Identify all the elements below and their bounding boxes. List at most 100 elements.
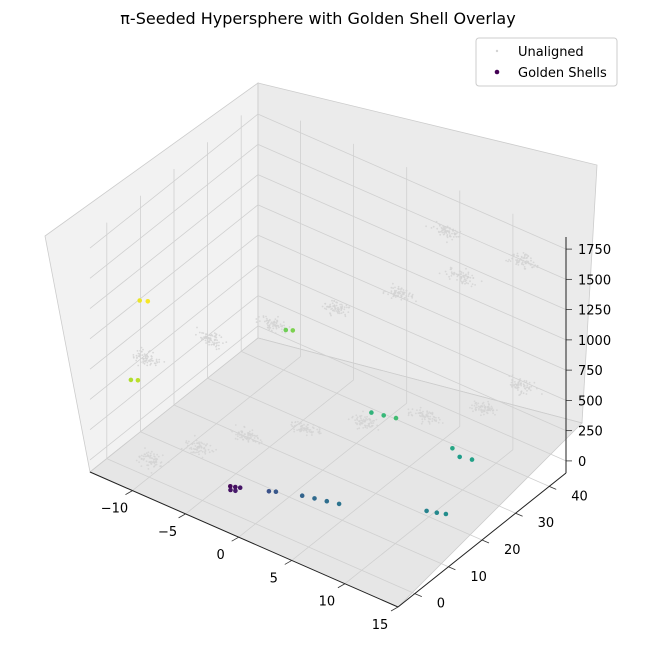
unaligned-point	[433, 416, 436, 419]
chart-title: π-Seeded Hypersphere with Golden Shell O…	[120, 9, 515, 28]
unaligned-point	[515, 263, 518, 266]
unaligned-point	[205, 342, 208, 344]
unaligned-point	[441, 227, 443, 230]
unaligned-point	[441, 422, 444, 424]
unaligned-point	[345, 304, 348, 307]
unaligned-point	[334, 307, 336, 309]
golden-shell-point	[381, 413, 387, 418]
unaligned-point	[348, 306, 351, 308]
unaligned-point	[375, 418, 378, 421]
unaligned-point	[141, 457, 143, 460]
unaligned-point	[283, 324, 285, 327]
unaligned-point	[208, 343, 211, 346]
unaligned-point	[140, 465, 143, 467]
unaligned-point	[367, 422, 370, 425]
unaligned-point	[317, 431, 320, 433]
unaligned-point	[215, 342, 218, 345]
unaligned-point	[371, 420, 374, 422]
golden-shell-point	[443, 511, 449, 517]
unaligned-point	[201, 450, 204, 453]
unaligned-point	[406, 298, 409, 301]
unaligned-point	[268, 324, 271, 327]
y-tick-mark	[481, 539, 490, 544]
unaligned-point	[400, 294, 402, 297]
unaligned-point	[255, 318, 258, 320]
unaligned-point	[250, 436, 252, 439]
unaligned-point	[156, 458, 159, 461]
golden-shell-point	[450, 446, 455, 451]
unaligned-point	[511, 385, 513, 388]
unaligned-point	[520, 390, 523, 393]
unaligned-point	[450, 268, 452, 271]
unaligned-point	[193, 434, 196, 437]
unaligned-point	[419, 409, 421, 411]
unaligned-point	[481, 405, 484, 408]
unaligned-point	[210, 333, 213, 336]
unaligned-point	[390, 290, 393, 293]
unaligned-point	[520, 382, 523, 385]
x-tick-mark	[390, 606, 399, 612]
unaligned-point	[196, 326, 198, 329]
unaligned-point	[487, 409, 490, 411]
z-gridline-back	[257, 325, 567, 462]
unaligned-point	[536, 387, 538, 390]
unaligned-point	[153, 465, 155, 468]
unaligned-point	[201, 339, 203, 341]
unaligned-point	[521, 262, 523, 265]
unaligned-point	[464, 282, 466, 285]
golden-shell-point	[424, 508, 429, 514]
unaligned-point	[469, 276, 472, 279]
y-tick-mark	[448, 566, 456, 571]
unaligned-point	[465, 267, 467, 270]
unaligned-point	[456, 275, 459, 278]
unaligned-point	[215, 344, 218, 347]
unaligned-point	[400, 290, 402, 293]
z-gridline-left	[89, 174, 259, 309]
unaligned-point	[437, 230, 440, 233]
unaligned-point	[520, 384, 522, 387]
unaligned-point	[400, 288, 403, 290]
unaligned-point	[291, 425, 294, 428]
unaligned-point	[525, 262, 527, 265]
unaligned-point	[529, 264, 532, 266]
unaligned-point	[469, 280, 471, 283]
unaligned-point	[431, 417, 434, 420]
unaligned-point	[204, 449, 207, 451]
unaligned-point	[476, 406, 478, 409]
z-tick-label: 750	[578, 364, 603, 379]
unaligned-point	[218, 334, 221, 337]
unaligned-point	[451, 238, 454, 241]
unaligned-point	[216, 339, 219, 342]
unaligned-point	[416, 409, 418, 411]
z-gridline-left	[89, 204, 259, 340]
unaligned-point	[446, 241, 448, 244]
unaligned-point	[220, 336, 223, 339]
unaligned-point	[147, 468, 150, 470]
unaligned-point	[242, 435, 245, 438]
unaligned-point	[449, 228, 451, 230]
unaligned-point	[192, 451, 194, 454]
unaligned-point	[522, 392, 525, 395]
unaligned-point	[420, 422, 423, 425]
golden-shell-point	[393, 415, 399, 421]
unaligned-point	[266, 319, 269, 322]
unaligned-point	[528, 381, 531, 384]
legend-label-unaligned: Unaligned	[518, 45, 584, 60]
unaligned-point	[251, 434, 254, 437]
unaligned-point	[139, 349, 142, 352]
unaligned-point	[340, 308, 343, 310]
unaligned-point	[265, 315, 267, 318]
unaligned-point	[340, 303, 343, 306]
unaligned-point	[248, 430, 251, 433]
unaligned-point	[487, 407, 490, 410]
legend-box	[475, 37, 618, 87]
unaligned-point	[465, 275, 467, 277]
unaligned-point	[241, 430, 243, 433]
unaligned-point	[438, 272, 441, 275]
unaligned-point	[236, 438, 239, 441]
unaligned-point	[526, 389, 528, 392]
unaligned-point	[210, 343, 213, 346]
y-gridline-floor	[140, 431, 449, 568]
unaligned-point	[344, 315, 347, 318]
unaligned-point	[295, 424, 298, 427]
